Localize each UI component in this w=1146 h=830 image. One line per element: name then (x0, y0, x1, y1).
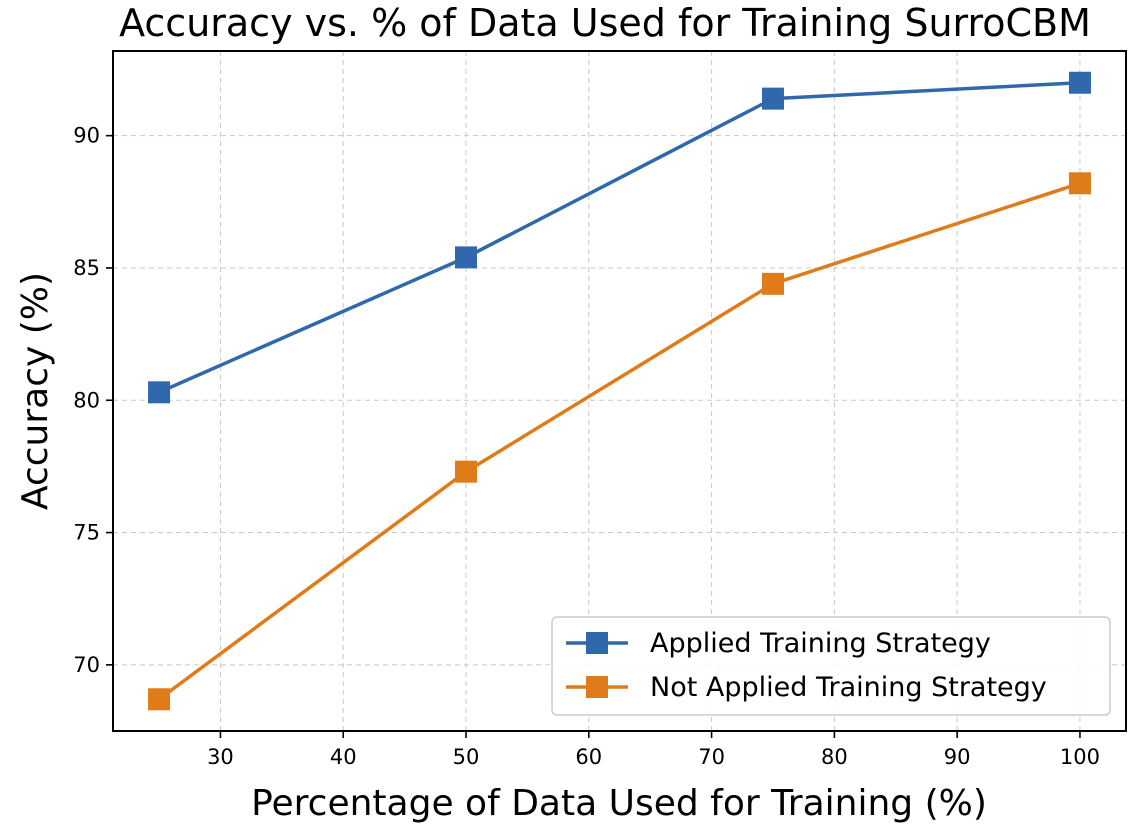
x-tick-label: 90 (944, 745, 971, 769)
x-tick-label: 40 (330, 745, 357, 769)
series-1 (148, 71, 1091, 404)
y-tick-label: 85 (73, 256, 100, 280)
data-point (455, 246, 478, 269)
plot-frame (112, 50, 1127, 732)
x-tick-label: 80 (821, 745, 848, 769)
x-tick-label: 50 (453, 745, 480, 769)
legend-marker (586, 632, 608, 654)
data-point (1068, 172, 1091, 195)
y-tick-label: 80 (73, 388, 100, 412)
legend-entry: Not Applied Training Strategy (566, 672, 1047, 703)
legend-label: Not Applied Training Strategy (650, 672, 1047, 703)
x-axis: 30 40 50 60 70 80 90 100 (207, 731, 1100, 769)
y-tick-label: 75 (73, 521, 100, 545)
data-point (761, 272, 784, 295)
data-point (455, 460, 478, 483)
x-tick-label: 60 (575, 745, 602, 769)
y-axis: 70 75 80 85 90 (73, 124, 113, 677)
legend-entry: Applied Training Strategy (566, 628, 991, 659)
legend: Applied Training Strategy Not Applied Tra… (551, 616, 1111, 716)
x-tick-label: 100 (1060, 745, 1100, 769)
y-tick-label: 70 (73, 653, 100, 677)
x-tick-label: 30 (207, 745, 234, 769)
data-point (148, 381, 171, 404)
chart-title: Accuracy vs. % of Data Used for Training… (119, 1, 1091, 45)
data-point (148, 688, 171, 711)
x-tick-label: 70 (698, 745, 725, 769)
data-point (1068, 71, 1091, 94)
series-layer (148, 71, 1091, 711)
legend-marker (586, 676, 608, 698)
series-line (158, 181, 1081, 701)
y-axis-label: Accuracy (%) (15, 272, 56, 510)
y-tick-label: 90 (73, 124, 100, 148)
legend-label: Applied Training Strategy (650, 628, 991, 659)
x-axis-label: Percentage of Data Used for Training (%) (251, 783, 987, 824)
data-point (761, 87, 784, 110)
series-line (158, 81, 1081, 394)
legend-box (551, 616, 1111, 716)
series-2 (148, 172, 1091, 711)
